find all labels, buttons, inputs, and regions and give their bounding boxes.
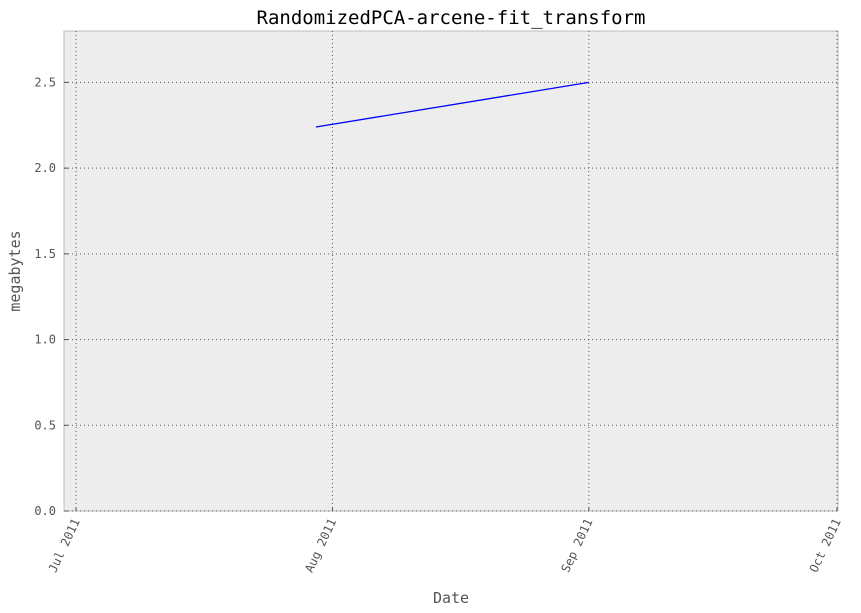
y-tick-label: 0.0 (34, 504, 56, 518)
x-tick-label: Aug 2011 (302, 516, 339, 574)
y-tick-label: 2.5 (34, 75, 56, 89)
x-tick-label: Jul 2011 (46, 516, 83, 574)
chart-title: RandomizedPCA-arcene-fit_transform (257, 7, 646, 29)
y-tick-label: 1.0 (34, 333, 56, 347)
x-tick-label: Sep 2011 (558, 516, 595, 574)
series-line (315, 81, 589, 128)
x-axis-label: Date (433, 589, 469, 607)
series-layer (315, 81, 589, 128)
x-tick-label: Oct 2011 (807, 516, 844, 574)
plot-area (63, 30, 839, 512)
y-tick-label: 1.5 (34, 247, 56, 261)
y-axis-label: megabytes (6, 230, 24, 311)
y-tick-label: 2.0 (34, 161, 56, 175)
grid-layer (64, 31, 838, 512)
y-tick-label: 0.5 (34, 418, 56, 432)
